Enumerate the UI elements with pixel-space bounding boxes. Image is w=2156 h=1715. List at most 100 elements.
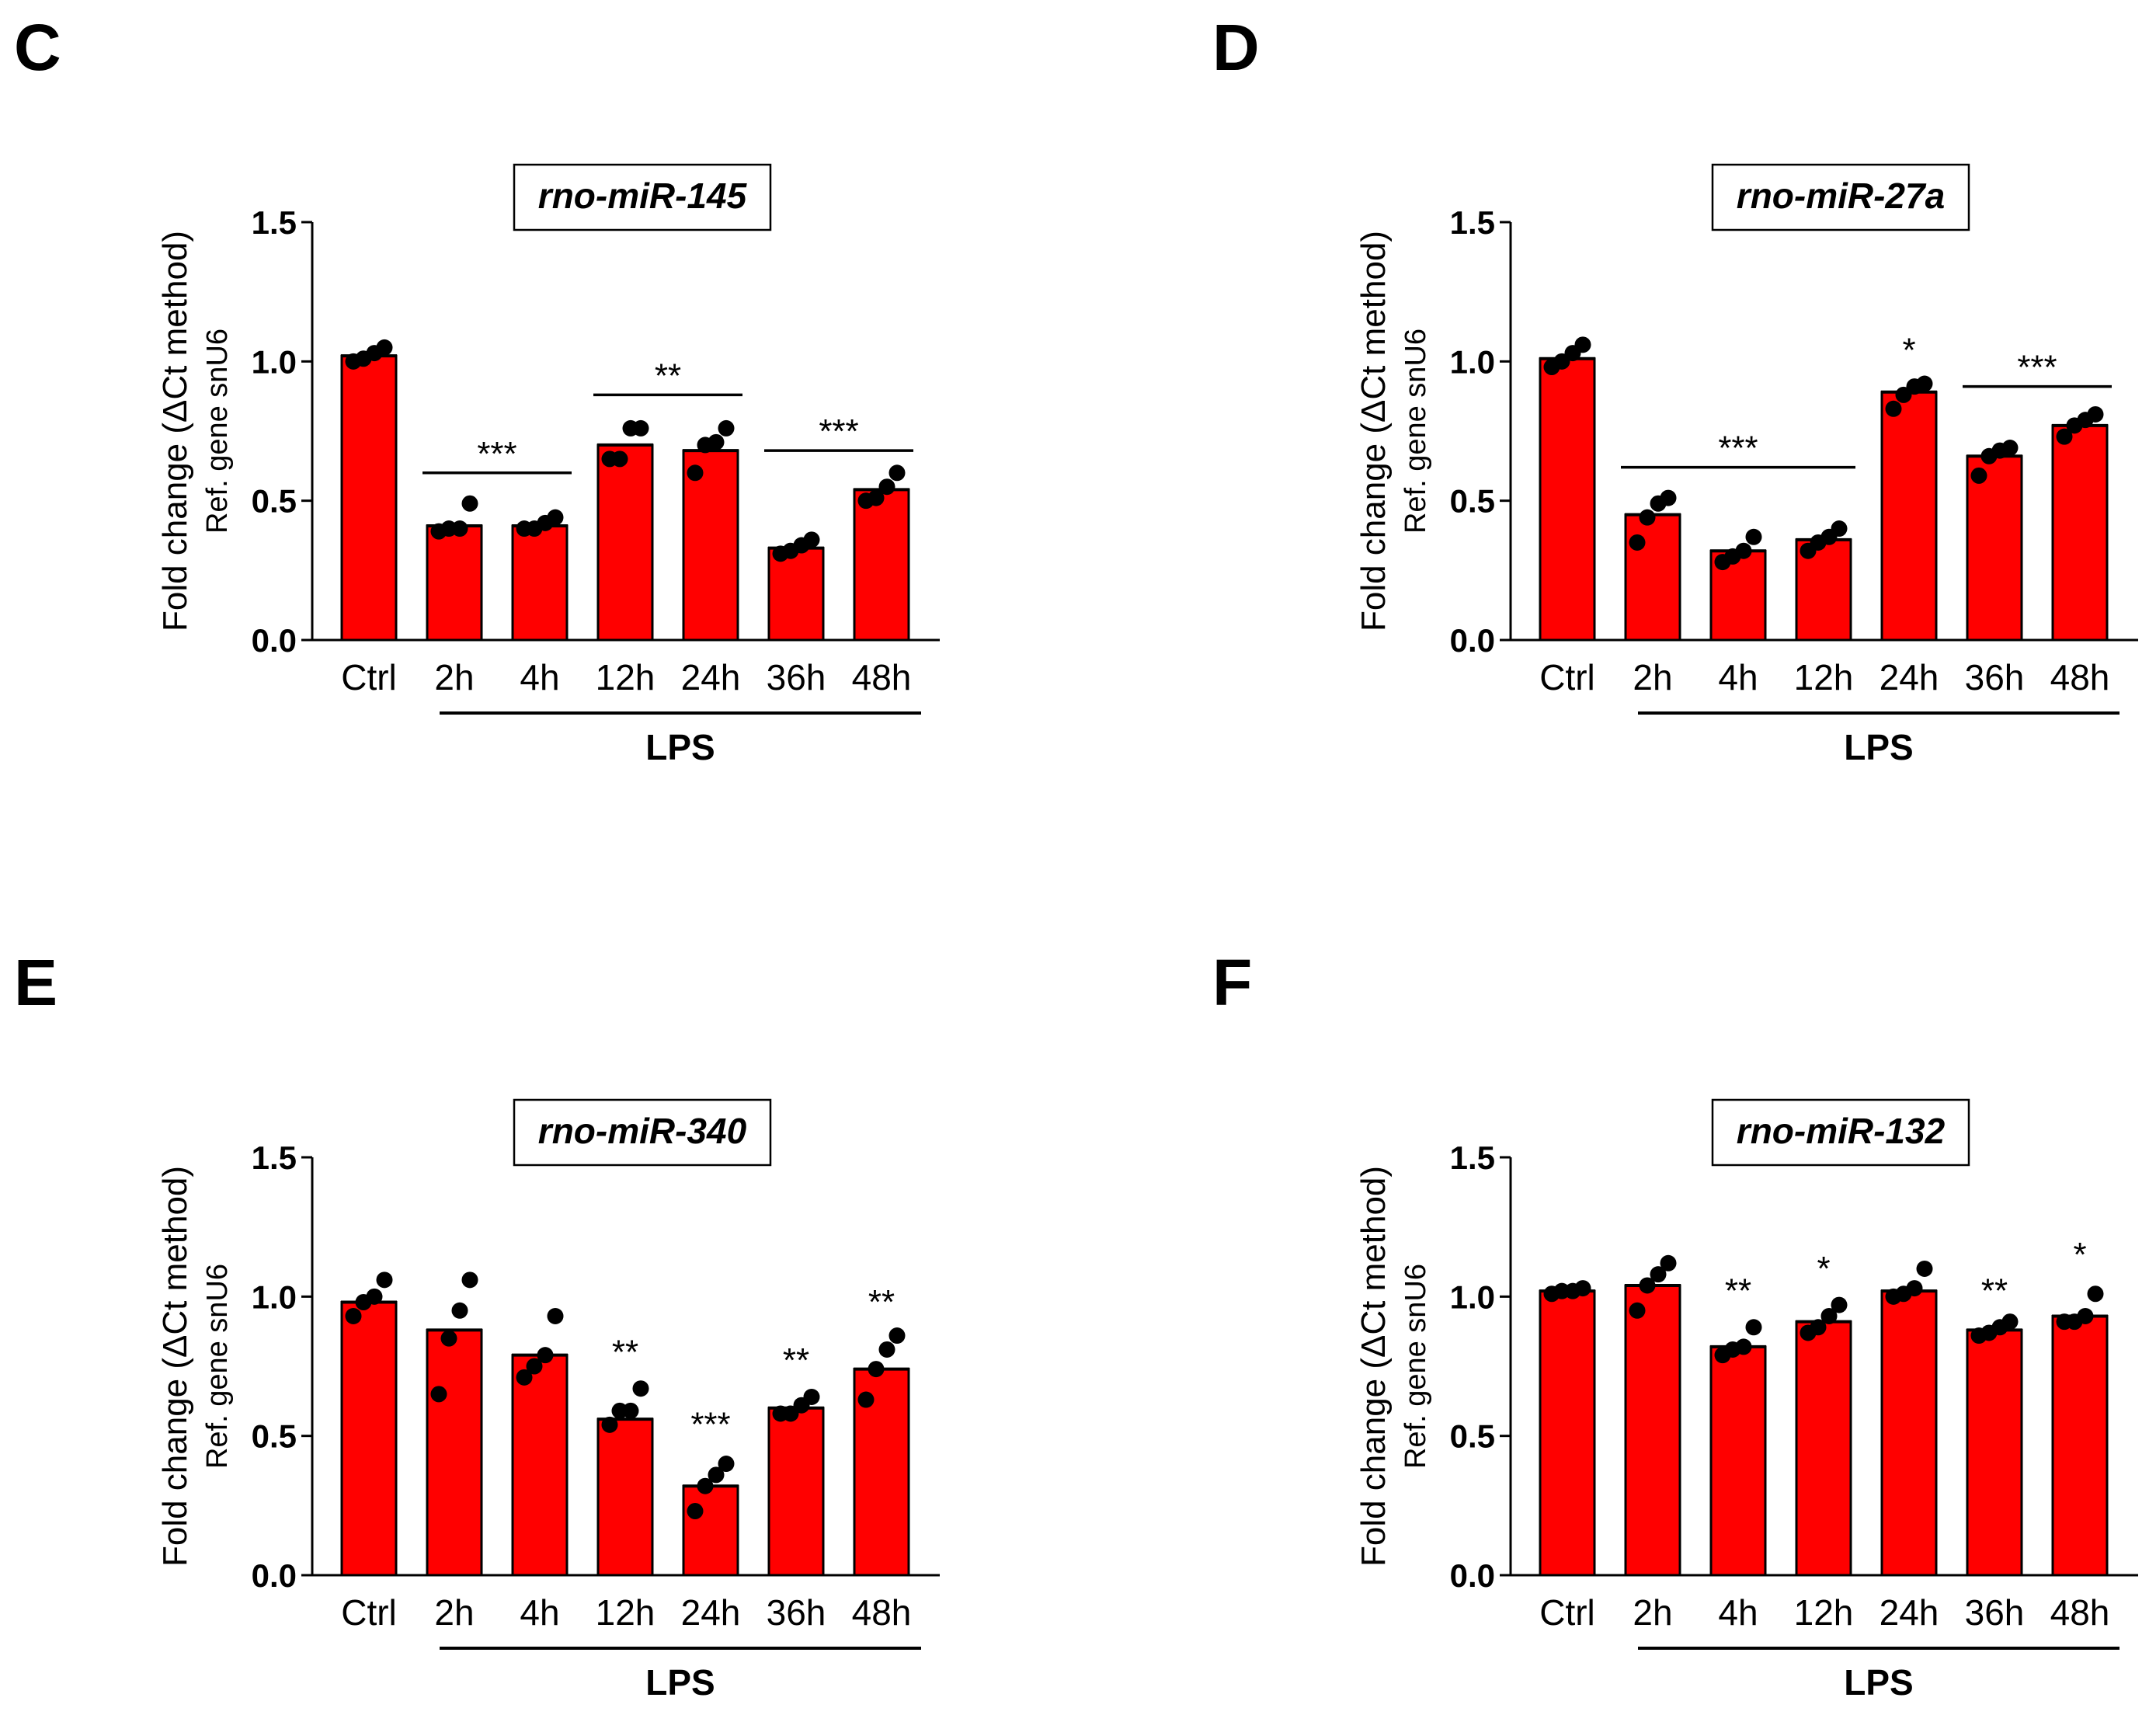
significance-label: * [1817,1250,1830,1288]
data-point [632,1380,649,1397]
x-tick-label: 48h [852,1592,912,1633]
y-tick-label: 1.0 [252,1278,297,1315]
significance-label: ** [655,357,681,395]
bar [1966,454,2023,642]
x-tick-label: 2h [434,1592,474,1633]
data-point [376,1271,393,1289]
data-point [1916,375,1933,392]
data-point [857,1391,875,1408]
chart-title: rno-miR-340 [538,1111,747,1151]
significance-label: ** [783,1341,809,1379]
data-point [632,419,649,437]
data-point [526,1358,543,1375]
x-tick-label: 12h [1794,1592,1854,1633]
x-tick-label: 48h [852,657,912,697]
significance-label: * [2073,1236,2086,1274]
x-tick-label: 4h [1718,1592,1758,1633]
bar [340,1301,398,1577]
data-point [461,1271,478,1289]
data-point [547,1307,564,1324]
bar [767,547,825,642]
y-tick-label: 0.0 [1450,1557,1495,1594]
y-axis-sublabel: Ref. gene snU6 [1400,1264,1432,1469]
data-point [1629,534,1646,551]
data-point [718,419,735,437]
bar [1624,513,1681,642]
bar [426,524,483,642]
chart-title: rno-miR-145 [538,176,748,216]
x-tick-label: 2h [434,657,474,697]
data-point [547,509,564,526]
group-label: LPS [1844,727,1913,767]
x-tick-label: 12h [596,657,655,697]
x-tick-label: 36h [1965,657,2025,697]
data-point [803,1388,820,1405]
data-point [868,489,885,506]
y-tick-label: 1.5 [252,204,297,241]
y-tick-label: 0.0 [252,622,297,659]
x-tick-label: 2h [1633,1592,1672,1633]
bar [2051,424,2109,642]
x-tick-label: 4h [1718,657,1758,697]
group-label: LPS [645,1662,715,1703]
data-point [2001,440,2019,457]
data-point [345,1307,362,1324]
y-tick-label: 1.5 [252,1139,297,1176]
data-point [878,478,895,496]
data-point [2087,1285,2104,1303]
bar [1539,357,1596,642]
bar [1880,1289,1938,1577]
x-tick-label: 36h [767,657,826,697]
data-point [1574,336,1591,353]
chart-title: rno-miR-27a [1737,176,1945,216]
data-point [376,339,393,356]
bar [511,524,569,642]
data-point [1745,528,1762,545]
y-tick-label: 0.0 [252,1557,297,1594]
data-point [708,1466,725,1484]
x-tick-label: 4h [520,1592,559,1633]
data-point [1660,1254,1677,1271]
data-point [1970,467,1987,484]
y-axis-label: Fold change (ΔCt method) [1354,1166,1393,1567]
bar [1539,1289,1596,1577]
y-axis-label: Fold change (ΔCt method) [1354,231,1393,631]
data-point [697,1477,714,1494]
significance-label: *** [690,1406,730,1444]
data-point [2001,1313,2019,1331]
x-tick-label: 48h [2050,657,2110,697]
data-point [451,520,468,537]
title-box [1711,1098,1970,1167]
bar [1966,1328,2023,1577]
data-point [878,1341,895,1358]
data-point [2056,428,2073,445]
y-tick-label: 0.5 [1450,483,1495,520]
x-tick-label: 4h [520,657,559,697]
data-point [2077,1307,2094,1324]
data-point [888,464,906,482]
data-point [888,1327,906,1345]
y-axis-label: Fold change (ΔCt method) [156,231,194,631]
bar [426,1328,483,1577]
title-box [513,1098,772,1167]
x-tick-label: Ctrl [1539,657,1595,697]
data-point [803,531,820,548]
data-point [1574,1280,1591,1297]
bar [596,1418,654,1577]
bar [340,354,398,642]
bar [511,1354,569,1577]
significance-label: *** [1718,430,1758,468]
data-point [1745,1319,1762,1336]
y-tick-label: 1.5 [1450,1139,1495,1176]
significance-label: *** [2017,349,2057,387]
significance-label: *** [819,412,858,450]
y-axis-label: Fold change (ΔCt method) [156,1166,194,1567]
bar [1880,391,1938,642]
bar [1795,1320,1852,1577]
data-point [1639,1277,1656,1294]
